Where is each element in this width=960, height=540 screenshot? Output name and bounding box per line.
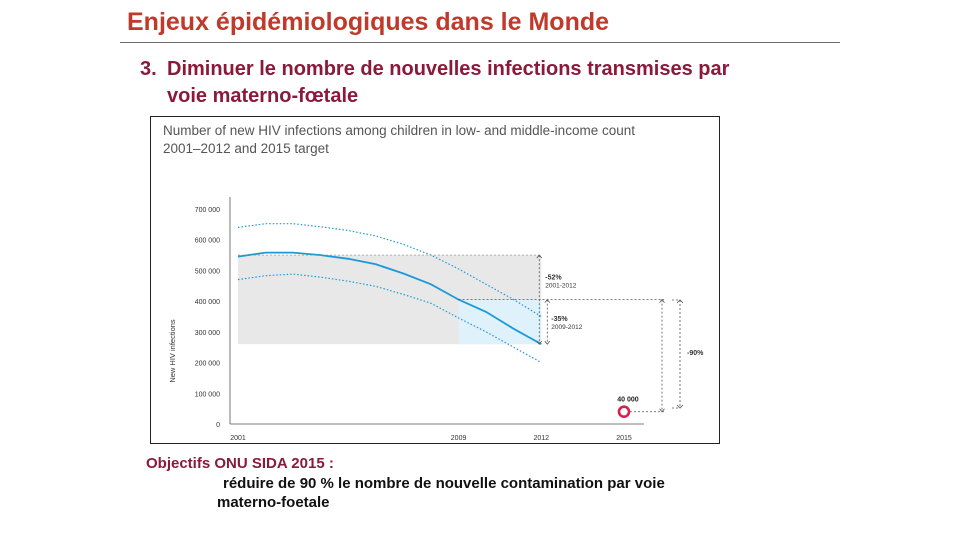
y-tick-label: 400 000 (195, 299, 220, 306)
subtitle-number: 3. (140, 58, 157, 80)
annotation-52-sublabel: 2001-2012 (545, 282, 576, 289)
annotation-35-sublabel: 2009-2012 (551, 324, 582, 331)
subtitle-line-2: voie materno-fœtale (167, 85, 359, 107)
annotation-52-label: -52% (545, 275, 562, 282)
hiv-infections-chart: Number of new HIV infections among child… (163, 123, 665, 442)
annotation-90-arrow-top (659, 298, 665, 303)
annotation-90-outer-bracket (672, 299, 684, 409)
y-tick-label: 0 (216, 422, 220, 429)
annotation-90-outer-arrow-bottom (676, 404, 684, 409)
annotation-52-arrow-bottom (536, 340, 543, 345)
y-tick-label: 700 000 (195, 207, 220, 214)
subtitle-line-1: Diminuer le nombre de nouvelles infectio… (167, 58, 730, 80)
chart-subtitle: 2001–2012 and 2015 target (163, 141, 329, 156)
annotation-90-outer-arrow-top (676, 299, 684, 304)
x-tick-label: 2001 (230, 435, 246, 442)
y-axis-label: New HIV infections (168, 319, 177, 383)
annotation-90-arrow-bottom (659, 408, 665, 413)
annotation-35-label: -35% (551, 316, 568, 323)
y-tick-label: 600 000 (195, 238, 220, 245)
title-divider (120, 42, 840, 43)
annotation-90-label: -90% (687, 350, 704, 357)
plot-area: 0 100 000 200 000 300 000 400 000 500 000 600 … (195, 197, 665, 442)
annotation-52-arrow-top (536, 254, 543, 259)
x-tick-label: 2009 (451, 435, 467, 442)
objectifs-title: Objectifs ONU SIDA 2015 : (146, 455, 334, 472)
annotation-35-arrow-bottom (544, 340, 551, 345)
objectifs-line-2: materno-foetale (217, 494, 330, 511)
slide-title: Enjeux épidémiologiques dans le Monde (127, 8, 610, 36)
x-tick-label: 2015 (616, 435, 632, 442)
x-tick-label: 2012 (533, 435, 549, 442)
target-point-label: 40 000 (617, 397, 639, 404)
chart-title: Number of new HIV infections among child… (163, 123, 635, 138)
y-tick-label: 100 000 (195, 391, 220, 398)
y-tick-label: 300 000 (195, 330, 220, 337)
y-tick-label: 200 000 (195, 361, 220, 368)
series-line-estimate (237, 251, 542, 345)
chart-frame: Number of new HIV infections among child… (150, 116, 720, 444)
target-point-marker (617, 405, 631, 419)
y-tick-label: 500 000 (195, 268, 220, 275)
slide-subtitle: 3. Diminuer le nombre de nouvelles infect… (140, 56, 860, 110)
objectifs-text: réduire de 90 % le nombre de nouvelle co… (217, 474, 777, 512)
objectifs-line-1: réduire de 90 % le nombre de nouvelle co… (223, 475, 665, 492)
